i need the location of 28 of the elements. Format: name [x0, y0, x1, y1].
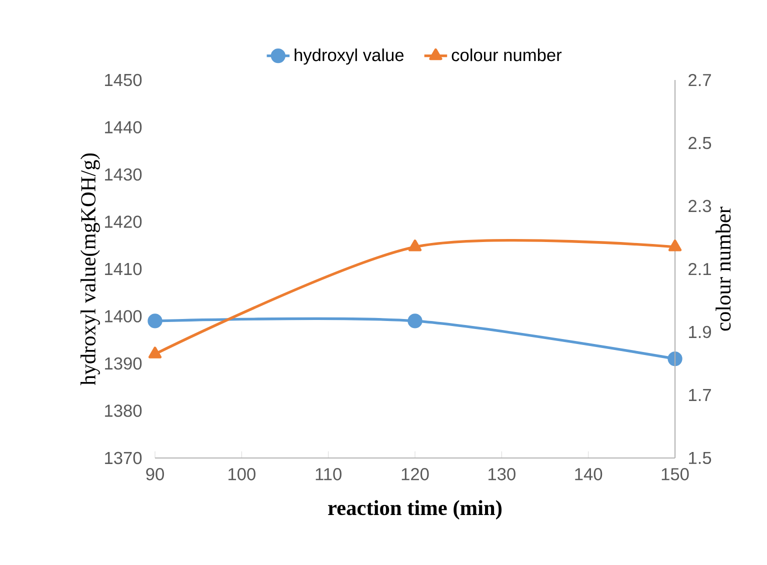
x-tick-label: 90: [146, 468, 164, 480]
x-axis-title: reaction time (min): [328, 500, 502, 520]
y-tick-label: 1430: [105, 168, 142, 181]
x-tick-label: 110: [316, 468, 342, 480]
y2-tick-label: 1.5: [689, 452, 712, 464]
x-tick-label: 100: [228, 468, 256, 480]
y-axis-title: hydroxyl value(mgKOH/g): [80, 154, 100, 386]
y-tick-label: 1450: [105, 74, 142, 86]
y2-tick-label: 2.5: [688, 136, 712, 150]
y2-tick-label: 2.7: [688, 74, 711, 86]
legend-label: colour number: [452, 48, 562, 62]
x-tick-label: 140: [575, 468, 602, 480]
y-tick-label: 1370: [105, 452, 142, 464]
y-tick-label: 1420: [105, 216, 142, 228]
y-tick-label: 1410: [105, 262, 142, 276]
x-tick-label: 120: [402, 468, 429, 480]
x-tick-label: 150: [662, 468, 689, 480]
y-tick-label: 1440: [105, 121, 142, 134]
legend-label: hydroxyl value: [294, 48, 404, 65]
x-tick-label: 130: [488, 468, 516, 480]
y-tick-label: 1380: [105, 404, 142, 417]
y2-tick-label: 1.7: [689, 389, 711, 401]
y2-axis-title: colour number: [716, 206, 731, 331]
y-tick-label: 1400: [105, 310, 142, 322]
y2-tick-label: 1.9: [689, 326, 711, 338]
y2-tick-label: 2.3: [688, 200, 712, 212]
y-tick-label: 1390: [105, 357, 142, 370]
y2-tick-label: 2.1: [688, 262, 711, 276]
